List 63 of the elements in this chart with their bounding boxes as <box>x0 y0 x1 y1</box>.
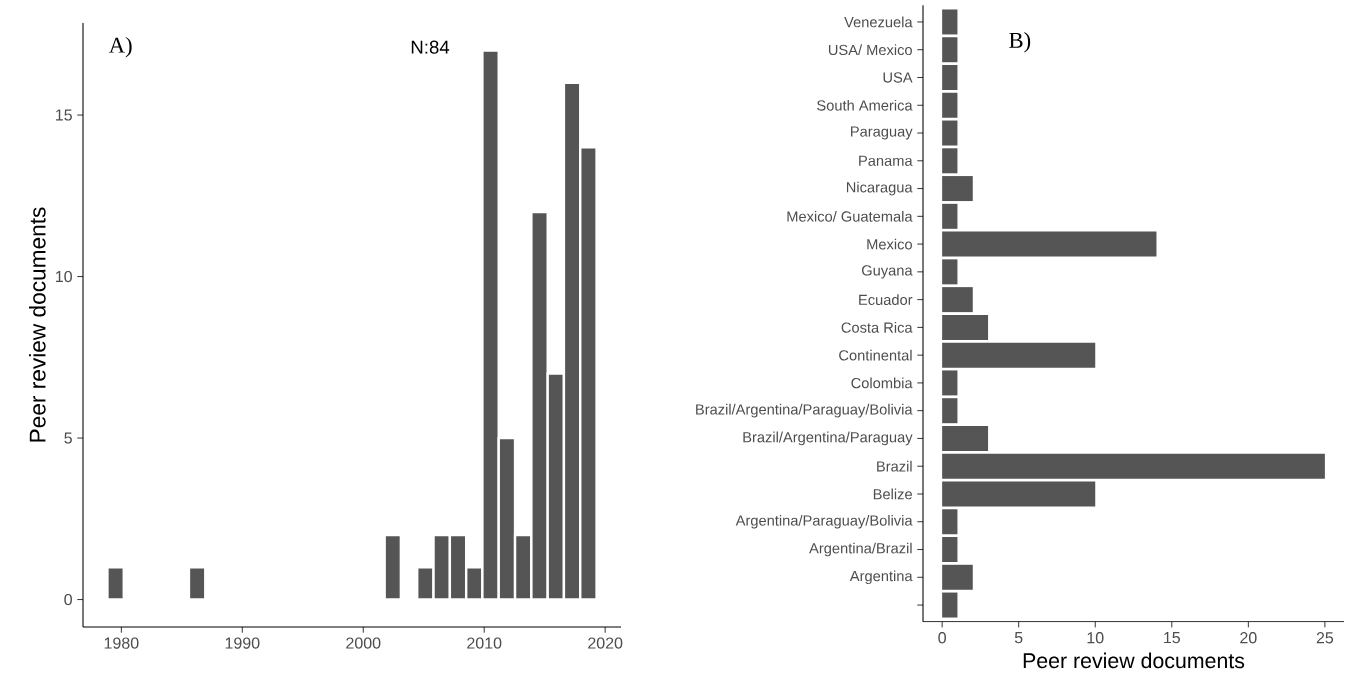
x-tick-label: 15 <box>1164 632 1180 644</box>
y-tick-label: Guyana <box>861 265 913 279</box>
y-axis-title: Peer review documents <box>29 207 46 442</box>
y-tick-label: Mexico/ Guatemala <box>787 210 913 222</box>
y-tick-label: Brazil/Argentina/Paraguay <box>743 431 913 446</box>
bar <box>942 231 1157 257</box>
bar <box>942 592 958 618</box>
y-tick-label: Continental <box>839 349 912 361</box>
x-tick-label: 1980 <box>104 637 139 649</box>
bar <box>942 176 973 202</box>
y-tick-label: Mexico <box>867 238 912 250</box>
y-tick-label: Paraguay <box>851 126 913 140</box>
bar <box>942 92 958 118</box>
y-tick-label: 5 <box>64 432 72 444</box>
x-tick-label: 5 <box>1014 632 1023 644</box>
bar <box>942 203 958 229</box>
bar <box>942 314 989 340</box>
y-tick-label: 10 <box>56 270 72 283</box>
bar <box>942 564 973 590</box>
bar <box>942 509 958 535</box>
bar <box>942 425 989 451</box>
y-tick-label: 0 <box>64 593 72 606</box>
bar <box>942 537 958 563</box>
bar <box>942 481 1096 507</box>
y-tick-label: Nicaragua <box>846 181 913 196</box>
y-tick-label: Brazil <box>877 460 912 472</box>
bar <box>942 9 958 35</box>
bar <box>942 259 958 285</box>
bar <box>942 287 973 313</box>
y-tick-label: Colombia <box>851 377 913 389</box>
x-tick-label: 2000 <box>346 637 381 649</box>
x-tick-label: 2010 <box>467 637 502 649</box>
y-tick-label: Argentina/Paraguay/Bolivia <box>735 514 913 529</box>
y-tick-label: South America <box>817 99 913 111</box>
x-tick-label: 10 <box>1087 632 1104 644</box>
y-tick-label: Argentina <box>849 570 913 585</box>
bar <box>942 65 958 90</box>
x-tick-label: 1990 <box>225 637 260 649</box>
y-tick-label: Belize <box>873 488 912 500</box>
y-tick-label: Panama <box>859 155 913 166</box>
annotation: B) <box>1009 32 1031 53</box>
bar <box>942 37 958 63</box>
y-tick-label: Costa Rica <box>841 322 913 333</box>
bar <box>942 342 1096 368</box>
y-tick-label: Brazil/Argentina/Paraguay/Bolivia <box>696 403 913 418</box>
bar <box>942 120 958 146</box>
bar <box>942 370 958 396</box>
y-tick-label: USA <box>883 72 913 83</box>
x-axis-title: Peer review documents <box>1023 652 1245 669</box>
y-tick-label: Venezuela <box>844 16 913 28</box>
x-tick-label: 0 <box>938 632 946 644</box>
bar <box>942 148 958 174</box>
annotation: A) <box>108 36 132 58</box>
bar <box>942 398 958 424</box>
y-tick-label: 15 <box>56 109 72 121</box>
y-tick-label: USA/ Mexico <box>828 44 912 56</box>
x-tick-label: 2020 <box>588 637 623 649</box>
x-tick-label: 20 <box>1240 632 1257 644</box>
bar <box>942 453 1325 479</box>
y-tick-label: Argentina/Brazil <box>809 542 912 557</box>
x-tick-label: 25 <box>1316 632 1334 644</box>
y-tick-label: Ecuador <box>859 294 913 306</box>
annotation: N:84 <box>411 40 450 54</box>
